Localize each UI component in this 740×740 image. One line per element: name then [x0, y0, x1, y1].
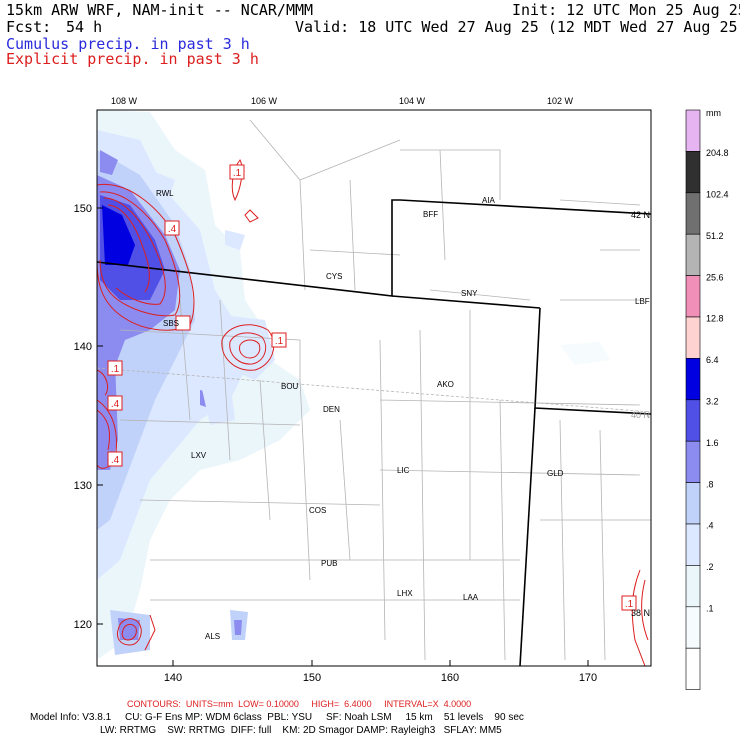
- x-tick-label: 150: [303, 672, 321, 684]
- y-tick-label: 140: [74, 341, 92, 353]
- contour-label: .1: [233, 168, 242, 179]
- contour-label: .4: [111, 455, 120, 466]
- colorbar-swatch: [685, 275, 701, 318]
- model-info: Model Info: V3.8.1 CU: G-F Ens MP: WDM 6…: [30, 712, 524, 723]
- x-tick-label: 160: [441, 672, 459, 684]
- colorbar-label: 6.4: [706, 355, 719, 365]
- station-label: SNY: [461, 289, 478, 298]
- contour-label: .1: [625, 599, 634, 610]
- contour-label: .4: [111, 399, 120, 410]
- colorbar-swatch: [685, 440, 701, 483]
- colorbar-swatch: [685, 233, 701, 276]
- colorbar-label: 51.2: [706, 231, 724, 241]
- x-tick-label: 140: [164, 672, 182, 684]
- colorbar-swatch: [685, 565, 701, 608]
- x-tick-label: 170: [579, 672, 597, 684]
- fcst-label: Fcst:: [6, 18, 52, 36]
- colorbar-swatch: [685, 109, 701, 152]
- colorbar-swatch: [685, 647, 701, 690]
- model-info-2: LW: RRTMG SW: RRTMG DIFF: full KM: 2D Sm…: [100, 725, 502, 736]
- colorbar-swatch: [685, 192, 701, 235]
- station-label: AIA: [482, 196, 496, 205]
- y-tick-label: 130: [74, 480, 92, 492]
- station-label: SBS: [163, 319, 179, 328]
- county-lines: [119, 119, 651, 661]
- model-title: 15km ARW WRF, NAM-init -- NCAR/MMM: [6, 1, 314, 19]
- colorbar-label: 3.2: [706, 397, 719, 407]
- colorbar-swatch: [685, 523, 701, 566]
- colorbar-label: 102.4: [706, 190, 729, 200]
- station-label: LXV: [191, 451, 207, 460]
- lat-label: 38 N: [631, 608, 650, 618]
- colorbar-label: 204.8: [706, 148, 729, 158]
- station-label: PUB: [321, 559, 337, 568]
- station-label: LIC: [397, 466, 410, 475]
- colorbar-swatch: [685, 482, 701, 525]
- state-borders: [97, 199, 651, 666]
- station-label: BOU: [281, 382, 299, 391]
- y-tick-label: 120: [74, 619, 92, 631]
- colorbar: [685, 109, 701, 690]
- colorbar-swatch: [685, 399, 701, 442]
- lon-label: 104 W: [399, 96, 426, 106]
- station-label: LAA: [463, 593, 479, 602]
- station-label: ALS: [205, 632, 220, 641]
- colorbar-label: 25.6: [706, 272, 724, 282]
- contour-label: .1: [275, 336, 284, 347]
- map-frame: [96, 109, 652, 667]
- station-label: LBF: [635, 297, 650, 306]
- colorbar-label: .4: [706, 521, 714, 531]
- colorbar-label: 1.6: [706, 438, 719, 448]
- colorbar-label: .2: [706, 562, 714, 572]
- station-label: COS: [309, 506, 326, 515]
- init-time: Init: 12 UTC Mon 25 Aug 25: [512, 1, 740, 19]
- colorbar-swatch: [685, 151, 701, 194]
- lon-label: 102 W: [547, 96, 574, 106]
- station-label: LHX: [397, 589, 413, 598]
- station-label: GLD: [547, 469, 564, 478]
- colorbar-unit: mm: [706, 108, 721, 118]
- station-label: CYS: [326, 272, 342, 281]
- lat-label: 42 N: [631, 210, 650, 220]
- contour-label-boxes: [107, 164, 637, 611]
- station-label: DEN: [323, 405, 340, 414]
- station-label: RWL: [156, 189, 174, 198]
- station-label: BFF: [423, 210, 438, 219]
- contour-label: .1: [111, 364, 120, 375]
- lon-label: 106 W: [251, 96, 278, 106]
- colorbar-swatch: [685, 358, 701, 401]
- explicit-precip-contours: [97, 159, 649, 666]
- explicit-field-label: Explicit precip. in past 3 h: [6, 50, 259, 68]
- contours-info: CONTOURS: UNITS=mm LOW= 0.10000 HIGH= 6.…: [127, 699, 472, 709]
- lat-40n-line: [97, 367, 651, 413]
- colorbar-swatch: [685, 316, 701, 359]
- fcst-value: 54 h: [66, 18, 103, 36]
- y-tick-label: 150: [74, 203, 92, 215]
- contour-label: .4: [168, 224, 177, 235]
- precip-map: .1 .4 .1 .1 .4 .4 .1 RWL BFF AIA CYS SNY…: [74, 96, 729, 690]
- lat-label: 40 N: [631, 410, 650, 420]
- cumulus-field-label: Cumulus precip. in past 3 h: [6, 35, 250, 53]
- colorbar-label: .1: [706, 604, 714, 614]
- colorbar-label: 12.8: [706, 314, 724, 324]
- valid-time: Valid: 18 UTC Wed 27 Aug 25 (12 MDT Wed …: [295, 18, 740, 36]
- lon-label: 108 W: [111, 96, 138, 106]
- colorbar-label: .8: [706, 479, 714, 489]
- colorbar-swatch: [685, 606, 701, 649]
- frame-ticks: [97, 207, 589, 666]
- station-label: AKO: [437, 380, 454, 389]
